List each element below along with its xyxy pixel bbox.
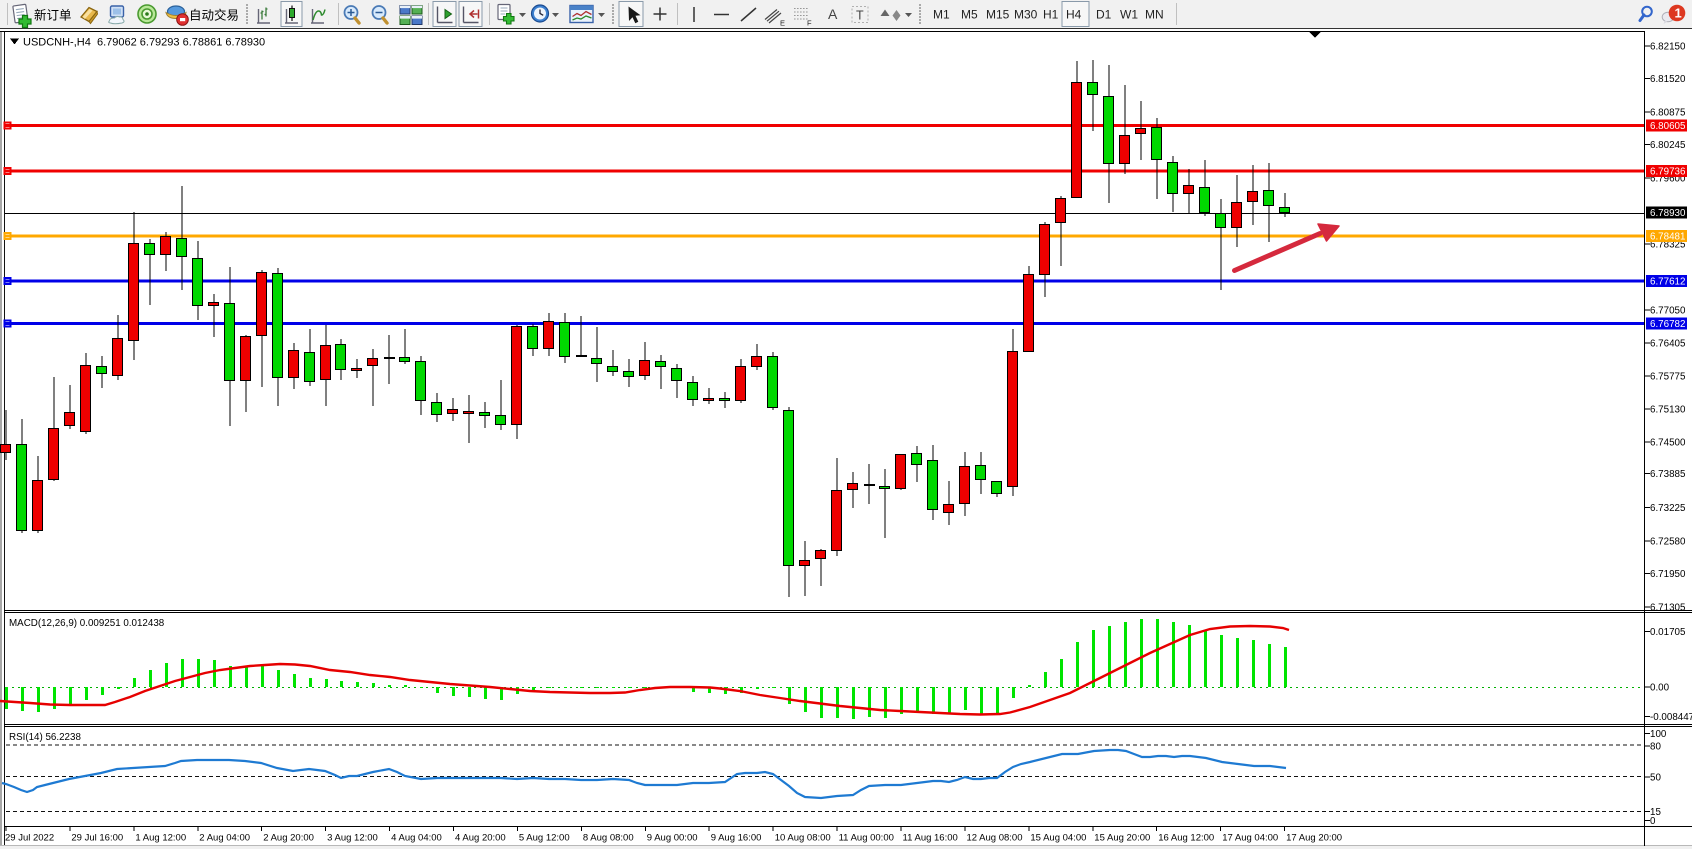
svg-text:MN: MN — [1145, 8, 1164, 22]
svg-text:6.81520: 6.81520 — [1650, 74, 1686, 85]
svg-text:0.01705: 0.01705 — [1650, 627, 1686, 638]
svg-text:M5: M5 — [961, 8, 978, 22]
svg-text:MACD(12,26,9) 0.009251 0.01243: MACD(12,26,9) 0.009251 0.012438 — [9, 618, 165, 629]
svg-text:6.80245: 6.80245 — [1650, 140, 1686, 151]
svg-text:9 Aug 16:00: 9 Aug 16:00 — [711, 833, 762, 844]
svg-text:6.80605: 6.80605 — [1650, 121, 1686, 132]
svg-text:11 Aug 00:00: 11 Aug 00:00 — [839, 833, 894, 844]
svg-text:6.74500: 6.74500 — [1650, 437, 1686, 448]
svg-text:USDCNH-,H4 6.79062 6.79293 6.: USDCNH-,H4 6.79062 6.79293 6.78861 6.789… — [23, 37, 265, 49]
svg-text:A: A — [828, 6, 838, 22]
svg-text:0.00: 0.00 — [1650, 683, 1670, 694]
svg-text:6.75130: 6.75130 — [1650, 405, 1686, 416]
svg-text:2 Aug 04:00: 2 Aug 04:00 — [199, 833, 250, 844]
svg-text:F: F — [807, 19, 812, 28]
svg-text:8 Aug 08:00: 8 Aug 08:00 — [583, 833, 634, 844]
svg-text:6.75775: 6.75775 — [1650, 371, 1686, 382]
svg-text:29 Jul 16:00: 29 Jul 16:00 — [71, 833, 123, 844]
svg-text:2 Aug 20:00: 2 Aug 20:00 — [263, 833, 314, 844]
svg-text:3 Aug 12:00: 3 Aug 12:00 — [327, 833, 378, 844]
svg-text:6.73885: 6.73885 — [1650, 469, 1686, 480]
svg-text:5 Aug 12:00: 5 Aug 12:00 — [519, 833, 570, 844]
svg-text:29 Jul 2022: 29 Jul 2022 — [5, 833, 54, 844]
svg-text:10 Aug 08:00: 10 Aug 08:00 — [775, 833, 831, 844]
svg-text:6.76782: 6.76782 — [1650, 319, 1685, 330]
svg-text:15 Aug 04:00: 15 Aug 04:00 — [1030, 833, 1086, 844]
svg-text:E: E — [780, 19, 785, 28]
svg-text:50: 50 — [1650, 773, 1661, 784]
svg-text:4 Aug 20:00: 4 Aug 20:00 — [455, 833, 506, 844]
svg-text:RSI(14) 56.2238: RSI(14) 56.2238 — [9, 732, 81, 743]
svg-text:80: 80 — [1650, 742, 1661, 753]
svg-text:17 Aug 04:00: 17 Aug 04:00 — [1222, 833, 1278, 844]
svg-text:0: 0 — [1650, 816, 1656, 827]
svg-text:6.78325: 6.78325 — [1650, 239, 1686, 250]
svg-text:6.79736: 6.79736 — [1650, 166, 1686, 177]
svg-text:6.82150: 6.82150 — [1650, 42, 1686, 53]
svg-text:17 Aug 20:00: 17 Aug 20:00 — [1286, 833, 1342, 844]
svg-text:6.73225: 6.73225 — [1650, 503, 1686, 514]
svg-text:新订单: 新订单 — [34, 8, 72, 23]
svg-text:T: T — [856, 9, 864, 23]
svg-text:H1: H1 — [1043, 8, 1059, 22]
svg-text:9 Aug 00:00: 9 Aug 00:00 — [647, 833, 698, 844]
svg-text:H4: H4 — [1066, 8, 1082, 22]
svg-text:6.71305: 6.71305 — [1650, 603, 1686, 614]
svg-text:M1: M1 — [933, 8, 950, 22]
svg-text:6.71950: 6.71950 — [1650, 569, 1686, 580]
svg-text:6.77612: 6.77612 — [1650, 276, 1685, 287]
svg-text:1: 1 — [1675, 6, 1682, 21]
svg-text:6.78930: 6.78930 — [1650, 208, 1686, 219]
svg-text:W1: W1 — [1120, 8, 1138, 22]
svg-text:15: 15 — [1650, 807, 1661, 818]
svg-text:自动交易: 自动交易 — [189, 8, 239, 23]
svg-text:6.80875: 6.80875 — [1650, 108, 1686, 119]
svg-text:12 Aug 08:00: 12 Aug 08:00 — [967, 833, 1023, 844]
svg-text:6.72580: 6.72580 — [1650, 537, 1686, 548]
svg-text:-0.008447: -0.008447 — [1650, 712, 1692, 723]
svg-text:D1: D1 — [1096, 8, 1112, 22]
svg-text:M30: M30 — [1014, 8, 1038, 22]
svg-text:100: 100 — [1650, 729, 1667, 740]
svg-text:11 Aug 16:00: 11 Aug 16:00 — [903, 833, 958, 844]
svg-text:M15: M15 — [986, 8, 1010, 22]
svg-text:6.78481: 6.78481 — [1650, 231, 1685, 242]
svg-text:15 Aug 20:00: 15 Aug 20:00 — [1094, 833, 1150, 844]
svg-text:1 Aug 12:00: 1 Aug 12:00 — [135, 833, 186, 844]
svg-text:6.79600: 6.79600 — [1650, 173, 1686, 184]
svg-text:16 Aug 12:00: 16 Aug 12:00 — [1158, 833, 1214, 844]
svg-text:6.77050: 6.77050 — [1650, 305, 1686, 316]
svg-text:6.76405: 6.76405 — [1650, 339, 1686, 350]
svg-text:4 Aug 04:00: 4 Aug 04:00 — [391, 833, 442, 844]
